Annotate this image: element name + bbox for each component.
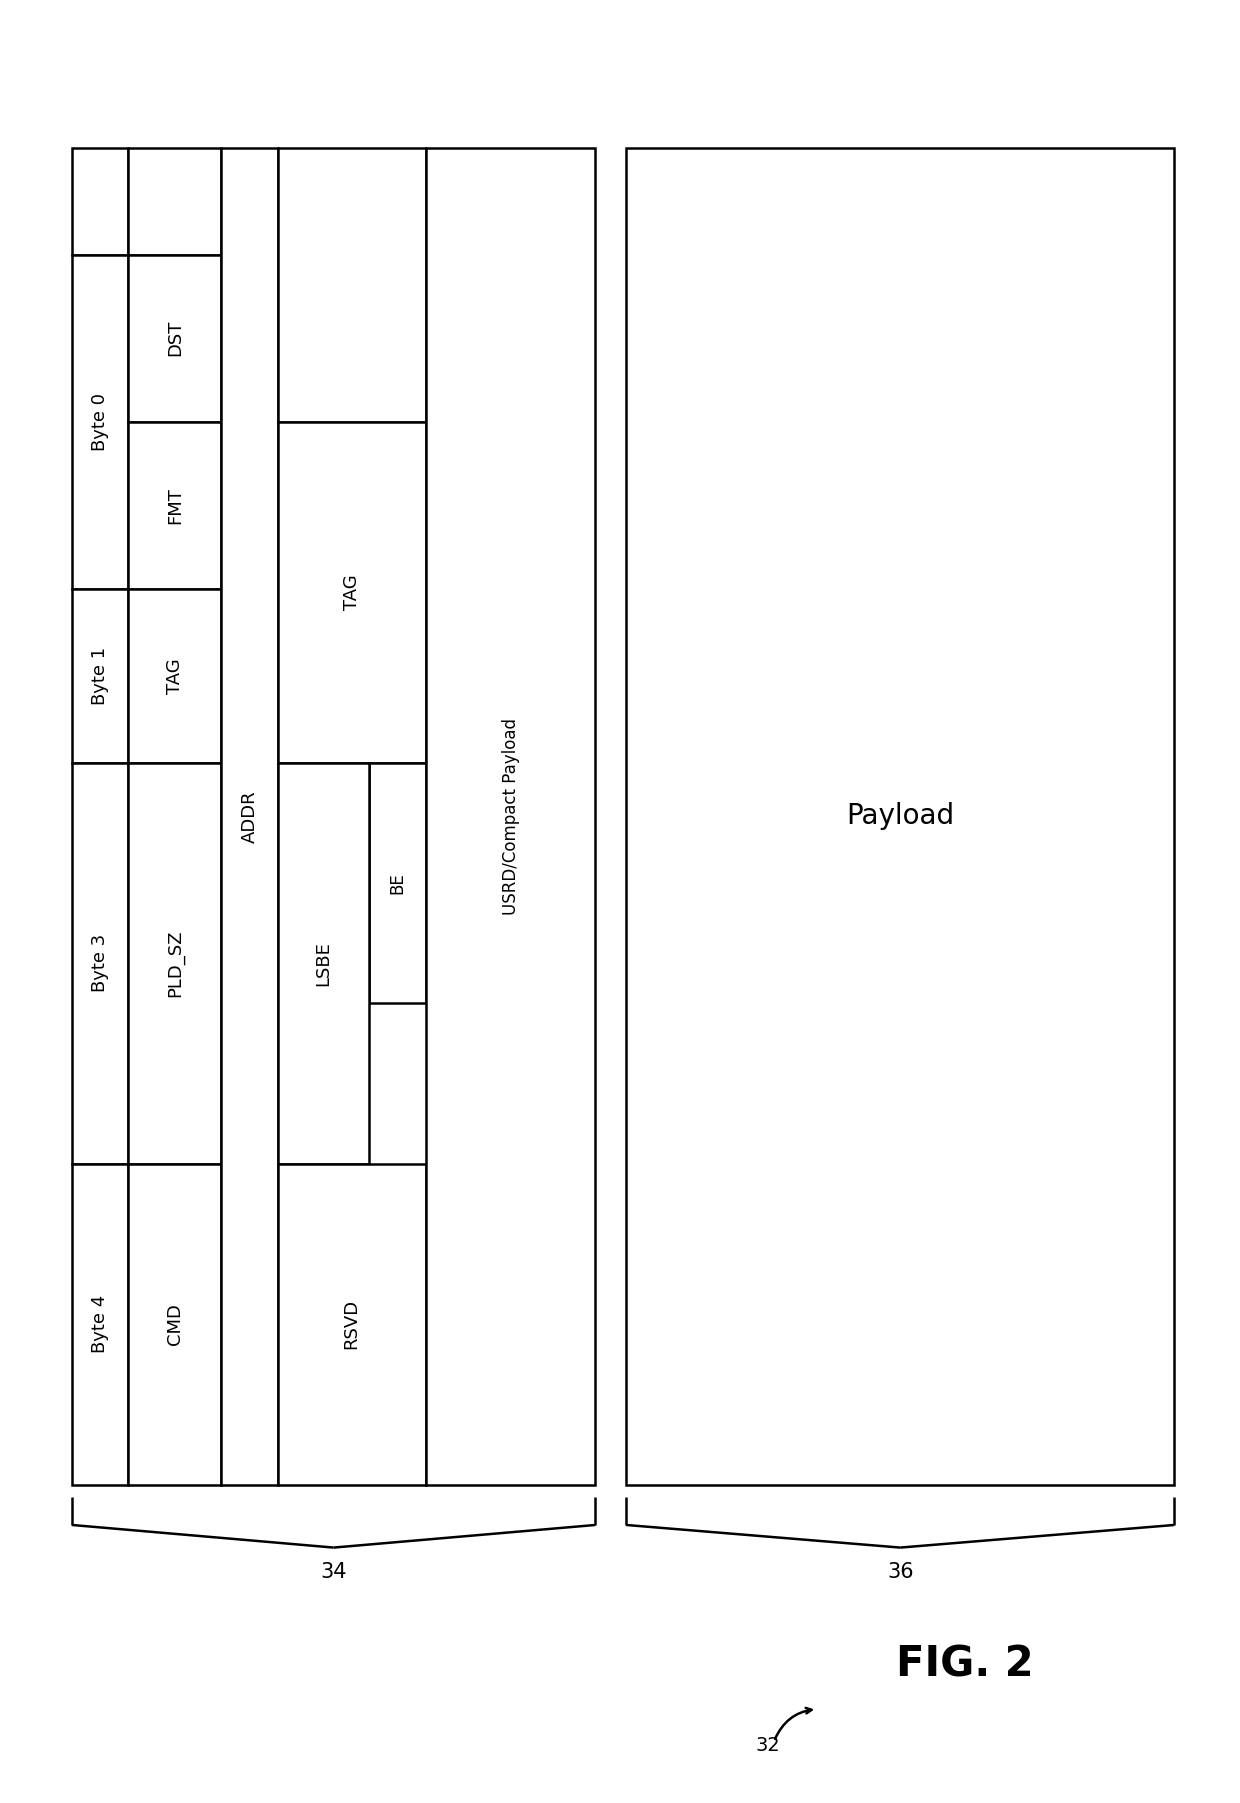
Bar (129, 148, 221, 254)
Text: BE: BE (388, 873, 407, 894)
Bar (278, 763, 370, 1165)
Bar (129, 590, 221, 763)
Text: Byte 3: Byte 3 (92, 934, 109, 992)
Text: Byte 0: Byte 0 (92, 393, 109, 451)
Text: TAG: TAG (166, 658, 184, 694)
Text: PLD_SZ: PLD_SZ (166, 930, 184, 997)
Bar (72, 763, 129, 1165)
Text: 36: 36 (887, 1561, 914, 1581)
Bar (72, 254, 129, 590)
Bar (278, 1165, 425, 1484)
Text: CMD: CMD (166, 1304, 184, 1345)
Text: LSBE: LSBE (315, 941, 332, 986)
Text: 34: 34 (320, 1561, 347, 1581)
Text: Byte 1: Byte 1 (92, 647, 109, 705)
Text: FIG. 2: FIG. 2 (897, 1643, 1034, 1686)
Text: FMT: FMT (166, 487, 184, 525)
Bar (72, 590, 129, 763)
Text: USRD/Compact Payload: USRD/Compact Payload (501, 718, 520, 914)
Text: DST: DST (166, 321, 184, 357)
Bar (370, 763, 425, 1004)
Bar (278, 422, 425, 763)
Bar (72, 148, 129, 254)
Bar (129, 422, 221, 590)
Text: Byte 4: Byte 4 (92, 1295, 109, 1354)
Text: RSVD: RSVD (342, 1300, 361, 1349)
Bar (129, 763, 221, 1165)
Bar (72, 1165, 129, 1484)
Text: ADDR: ADDR (241, 790, 258, 842)
Bar (626, 148, 1174, 1484)
Text: Payload: Payload (846, 802, 955, 829)
Bar (129, 1165, 221, 1484)
Text: 32: 32 (755, 1736, 780, 1754)
Bar (278, 148, 425, 422)
Bar (129, 254, 221, 422)
Bar (425, 148, 595, 1484)
Text: TAG: TAG (342, 575, 361, 609)
Bar (221, 148, 278, 1484)
